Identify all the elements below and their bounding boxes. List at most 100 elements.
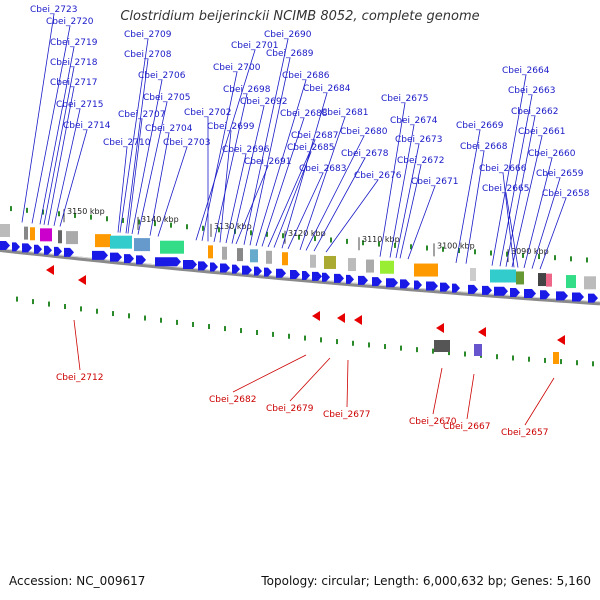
reverse-leader-line — [346, 359, 349, 408]
forward-gene-label: Cbei_2678 — [341, 149, 389, 159]
gene-feature-box — [24, 226, 28, 240]
forward-leader-line — [39, 46, 75, 225]
position-tick — [224, 326, 226, 332]
forward-leader-line — [281, 92, 328, 249]
position-tick — [458, 248, 460, 254]
position-tick — [496, 354, 498, 360]
forward-gene-arrow — [34, 244, 42, 254]
position-tick — [48, 301, 50, 307]
forward-gene-arrow — [334, 273, 344, 283]
forward-gene-arrow — [414, 280, 422, 290]
position-tick — [170, 222, 172, 228]
forward-leader-line — [499, 94, 533, 267]
position-tick — [378, 241, 380, 247]
forward-gene-label: Cbei_2680 — [340, 127, 388, 137]
forward-leader-line — [31, 25, 71, 224]
forward-gene-label: Cbei_2684 — [303, 84, 351, 94]
reverse-gene-label: Cbei_2677 — [323, 410, 370, 420]
reverse-leader-line — [289, 357, 331, 402]
gene-feature-box — [324, 255, 336, 269]
forward-gene-label: Cbei_2669 — [456, 121, 504, 131]
reverse-feature-box — [474, 344, 482, 356]
kbp-label: 3120 kbp — [288, 229, 326, 238]
forward-leader-line — [225, 153, 247, 244]
forward-gene-label: Cbei_2668 — [460, 142, 508, 152]
forward-gene-arrow — [0, 241, 10, 250]
gene-feature-box — [208, 245, 213, 259]
forward-gene-label: Cbei_2675 — [381, 94, 428, 104]
kbp-label: 3130 kbp — [214, 222, 252, 231]
position-tick — [512, 355, 514, 361]
forward-gene-label: Cbei_2660 — [528, 149, 576, 159]
reverse-gene-arrow — [312, 311, 320, 321]
position-tick — [592, 361, 594, 367]
gene-feature-box — [160, 240, 184, 254]
position-tick — [90, 214, 92, 220]
forward-leader-line — [313, 157, 366, 252]
kbp-label: 3090 kbp — [511, 247, 549, 256]
forward-gene-label: Cbei_2666 — [479, 164, 527, 174]
forward-gene-arrow — [386, 278, 398, 288]
page-title: Clostridium beijerinckii NCIMB 8052, com… — [120, 9, 480, 24]
forward-leader-line — [261, 117, 305, 247]
kbp-label: 3140 kbp — [141, 215, 179, 224]
forward-leader-line — [531, 177, 561, 269]
forward-gene-arrow — [124, 254, 134, 264]
position-tick — [522, 252, 524, 258]
reverse-feature-box — [434, 340, 450, 352]
backbone-line — [0, 248, 600, 306]
position-tick — [192, 321, 194, 327]
forward-leader-line — [502, 172, 515, 268]
forward-leader-line — [213, 93, 248, 243]
forward-gene-arrow — [572, 292, 584, 302]
forward-gene-arrow — [524, 289, 536, 299]
forward-leader-line — [243, 38, 289, 245]
gene-feature-box — [222, 246, 227, 260]
gene-feature-box — [0, 224, 10, 237]
position-tick — [266, 231, 268, 237]
reverse-gene-arrow — [557, 335, 565, 345]
forward-gene-arrow — [64, 247, 74, 257]
forward-gene-arrow — [232, 264, 240, 274]
position-tick — [368, 342, 370, 348]
forward-gene-arrow — [290, 269, 300, 279]
gene-feature-box — [366, 259, 374, 273]
reverse-gene-label: Cbei_2670 — [409, 417, 457, 427]
forward-gene-label: Cbei_2698 — [223, 85, 271, 95]
forward-gene-label: Cbei_2706 — [138, 71, 186, 81]
gene-feature-box — [237, 248, 243, 262]
position-tick — [282, 233, 284, 239]
forward-gene-arrow — [264, 267, 272, 277]
position-tick — [474, 249, 476, 255]
forward-leader-line — [491, 74, 527, 266]
forward-gene-label: Cbei_2690 — [264, 30, 312, 40]
forward-gene-label: Cbei_2705 — [143, 93, 190, 103]
position-tick — [544, 357, 546, 363]
forward-gene-arrow — [312, 271, 322, 281]
forward-gene-label: Cbei_2674 — [390, 116, 438, 126]
position-tick — [394, 242, 396, 248]
position-tick — [10, 206, 12, 212]
reverse-gene-arrow — [436, 323, 444, 333]
gene-feature-box — [58, 230, 62, 244]
forward-gene-label: Cbei_2658 — [542, 189, 590, 199]
position-tick — [58, 211, 60, 217]
forward-gene-label: Cbei_2715 — [56, 100, 103, 110]
gene-feature-box — [110, 235, 132, 249]
forward-leader-line — [47, 86, 75, 226]
forward-gene-label: Cbei_2723 — [30, 5, 77, 15]
forward-leader-line — [299, 116, 346, 250]
kbp-label: 3100 kbp — [437, 241, 475, 250]
position-tick — [346, 238, 348, 244]
forward-gene-label: Cbei_2701 — [231, 41, 278, 51]
position-tick — [538, 254, 540, 260]
forward-gene-label: Cbei_2700 — [213, 63, 261, 73]
gene-feature-box — [490, 269, 516, 283]
reverse-gene-label: Cbei_2682 — [209, 395, 256, 405]
position-tick — [362, 240, 364, 246]
forward-gene-arrow — [183, 259, 197, 269]
forward-leader-line — [305, 135, 365, 251]
forward-gene-label: Cbei_2703 — [163, 138, 210, 148]
gene-feature-box — [250, 249, 258, 263]
